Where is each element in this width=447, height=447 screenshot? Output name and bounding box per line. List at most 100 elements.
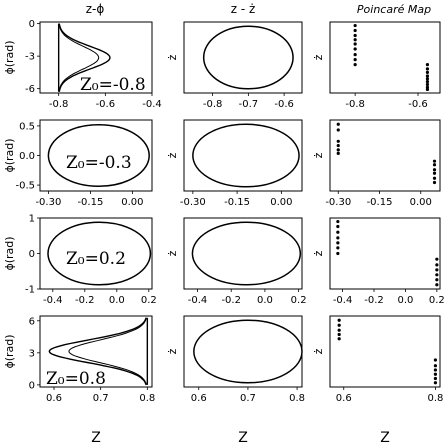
y-tick-label: -0.5 [15, 181, 35, 192]
poincare-point [433, 381, 438, 385]
phase-plot-frame [39, 315, 153, 388]
x-tick-label: 0.7 [240, 393, 256, 404]
y-tick-label: 1 [29, 214, 35, 225]
poincare-point [353, 53, 357, 57]
x-tick-label: 0.7 [93, 393, 109, 404]
poincare-point [336, 219, 340, 224]
poincare-point [353, 38, 357, 42]
x-tick-label: -0.8 [203, 99, 223, 110]
y-tick-label: -3 [25, 52, 35, 63]
phase-orbit-curve [47, 123, 150, 188]
poincare-point [336, 236, 340, 240]
poincare-point [353, 47, 357, 51]
poincare-point [432, 171, 437, 175]
poincare-point [353, 28, 357, 33]
poincare-point [435, 273, 439, 277]
poincare-point [337, 328, 341, 332]
poincare-point [337, 323, 341, 327]
x-tick-label: -0.4 [188, 295, 208, 306]
poincare-point [336, 246, 340, 250]
zdot-orbit-curve [192, 123, 300, 188]
initial-z-annotation: Z₀=0.8 [46, 369, 106, 389]
x-tick-label: -0.6 [96, 99, 116, 110]
x-tick-label: 0.0 [109, 295, 125, 306]
column-title-poincare: Poincaré Map [357, 3, 431, 16]
poincare-plot-frame [329, 315, 441, 388]
poincare-point [336, 151, 340, 155]
poincare-point [425, 80, 430, 84]
poincare-point [432, 163, 437, 167]
y-tick-label: 3 [29, 348, 35, 359]
poincare-point [337, 337, 341, 341]
column-title-z-phi: z-ϕ [86, 2, 105, 16]
x-tick-label: -0.15 [77, 197, 103, 208]
y-axis-label: ż [166, 152, 179, 158]
poincare-point [425, 87, 430, 92]
poincare-point [353, 63, 357, 67]
y-axis-label: ż [312, 54, 325, 60]
y-tick-label: 0.5 [19, 121, 35, 132]
poincare-point [435, 263, 439, 267]
orbit-plot-frame [183, 217, 303, 290]
x-tick-label: 0.6 [191, 393, 207, 404]
x-tick-label: 0.2 [429, 295, 445, 306]
x-axis-label: Z [91, 430, 101, 446]
x-tick-label: 0.0 [257, 295, 273, 306]
poincare-point [425, 67, 430, 71]
poincare-point [353, 42, 357, 46]
y-tick-label: 6 [29, 316, 35, 327]
zdot-orbit-curve [202, 25, 294, 90]
poincare-point [337, 332, 341, 337]
poincare-point [435, 257, 439, 261]
poincare-point [425, 77, 430, 81]
poincare-point [336, 241, 340, 245]
x-tick-label: -0.8 [49, 99, 69, 110]
x-tick-label: -0.4 [333, 295, 353, 306]
y-axis-label: ż [312, 250, 325, 256]
x-axis-label: Z [238, 430, 248, 446]
initial-z-annotation: Z₀=-0.3 [66, 153, 132, 173]
zdot-orbit-curve [191, 221, 302, 286]
x-tick-label: 0.00 [410, 197, 432, 208]
y-axis-label: ż [312, 348, 325, 354]
y-axis-label: ϕ(rad) [3, 40, 16, 74]
poincare-point [433, 364, 438, 368]
poincare-point [353, 33, 357, 38]
initial-z-annotation: Z₀=-0.8 [80, 75, 146, 95]
y-axis-label: ż [166, 250, 179, 256]
y-tick-label: 0 [29, 249, 35, 260]
x-tick-label: -0.8 [345, 99, 365, 110]
x-tick-label: -0.2 [75, 295, 95, 306]
x-tick-label: 0.6 [46, 393, 62, 404]
x-tick-label: 0.8 [427, 393, 443, 404]
x-tick-label: 0.8 [289, 393, 305, 404]
x-tick-label: -0.15 [367, 197, 393, 208]
poincare-plot-frame [329, 21, 441, 94]
poincare-point [336, 148, 340, 152]
poincare-point [353, 58, 357, 62]
poincare-point [433, 358, 438, 362]
x-tick-label: -0.6 [408, 99, 428, 110]
y-tick-label: -6 [25, 84, 35, 95]
poincare-plot-frame [329, 119, 441, 192]
poincare-point [336, 128, 340, 132]
poincare-point [337, 318, 341, 322]
x-tick-label: 0.2 [291, 295, 307, 306]
poincare-point [425, 63, 430, 67]
x-tick-label: -0.4 [43, 295, 63, 306]
y-tick-label: 0 [29, 380, 35, 391]
x-tick-label: 0.8 [139, 393, 155, 404]
x-tick-label: -0.30 [35, 197, 61, 208]
poincare-point [336, 139, 340, 143]
x-tick-label: -0.4 [142, 99, 162, 110]
poincare-point [353, 23, 357, 28]
poincare-point [432, 176, 437, 180]
x-tick-label: -0.30 [325, 197, 351, 208]
x-tick-label: -0.30 [180, 197, 206, 208]
x-tick-label: -0.2 [364, 295, 384, 306]
phase-orbit-curve [58, 23, 111, 92]
y-axis-label: ϕ(rad) [3, 138, 16, 172]
phase-orbit-curve-inner [68, 317, 147, 386]
column-title-z-zdot: z - ż [231, 2, 256, 16]
phase-orbit-curve-inner [58, 23, 100, 92]
